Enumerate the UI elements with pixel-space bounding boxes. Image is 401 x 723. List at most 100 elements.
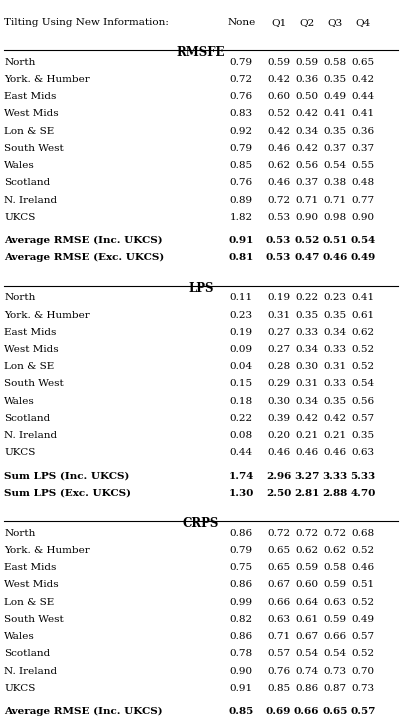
Text: Q1: Q1 bbox=[270, 19, 286, 27]
Text: 0.18: 0.18 bbox=[229, 397, 252, 406]
Text: 0.66: 0.66 bbox=[322, 632, 346, 641]
Text: 0.90: 0.90 bbox=[294, 213, 318, 222]
Text: 0.30: 0.30 bbox=[294, 362, 318, 371]
Text: 0.89: 0.89 bbox=[229, 196, 252, 205]
Text: 0.62: 0.62 bbox=[350, 328, 374, 337]
Text: 5.33: 5.33 bbox=[350, 471, 375, 481]
Text: 0.22: 0.22 bbox=[229, 414, 252, 423]
Text: 0.56: 0.56 bbox=[294, 161, 318, 170]
Text: York. & Humber: York. & Humber bbox=[4, 75, 89, 84]
Text: 0.85: 0.85 bbox=[229, 161, 252, 170]
Text: 0.76: 0.76 bbox=[266, 667, 290, 675]
Text: 0.63: 0.63 bbox=[322, 598, 346, 607]
Text: 0.19: 0.19 bbox=[229, 328, 252, 337]
Text: 0.67: 0.67 bbox=[294, 632, 318, 641]
Text: 0.51: 0.51 bbox=[350, 581, 374, 589]
Text: 0.22: 0.22 bbox=[294, 294, 318, 302]
Text: 0.57: 0.57 bbox=[350, 632, 374, 641]
Text: 0.59: 0.59 bbox=[322, 581, 346, 589]
Text: 0.50: 0.50 bbox=[294, 93, 318, 101]
Text: 0.74: 0.74 bbox=[294, 667, 318, 675]
Text: 0.63: 0.63 bbox=[350, 448, 374, 457]
Text: 0.33: 0.33 bbox=[322, 345, 346, 354]
Text: 0.86: 0.86 bbox=[229, 632, 252, 641]
Text: 0.44: 0.44 bbox=[229, 448, 252, 457]
Text: 0.71: 0.71 bbox=[266, 632, 290, 641]
Text: 2.50: 2.50 bbox=[265, 489, 291, 497]
Text: 3.27: 3.27 bbox=[293, 471, 319, 481]
Text: 0.57: 0.57 bbox=[349, 707, 375, 716]
Text: 2.96: 2.96 bbox=[265, 471, 291, 481]
Text: 0.62: 0.62 bbox=[322, 546, 346, 555]
Text: 0.34: 0.34 bbox=[322, 328, 346, 337]
Text: 0.52: 0.52 bbox=[350, 598, 374, 607]
Text: 0.54: 0.54 bbox=[350, 236, 375, 245]
Text: 0.35: 0.35 bbox=[322, 75, 346, 84]
Text: 0.37: 0.37 bbox=[350, 144, 374, 153]
Text: 0.90: 0.90 bbox=[350, 213, 374, 222]
Text: 0.60: 0.60 bbox=[294, 581, 318, 589]
Text: 0.34: 0.34 bbox=[294, 345, 318, 354]
Text: 0.33: 0.33 bbox=[322, 380, 346, 388]
Text: 0.57: 0.57 bbox=[350, 414, 374, 423]
Text: 0.86: 0.86 bbox=[229, 581, 252, 589]
Text: 0.51: 0.51 bbox=[321, 236, 347, 245]
Text: 0.19: 0.19 bbox=[266, 294, 290, 302]
Text: 0.90: 0.90 bbox=[229, 667, 252, 675]
Text: 0.42: 0.42 bbox=[294, 414, 318, 423]
Text: 0.36: 0.36 bbox=[350, 127, 374, 136]
Text: Average RMSE (Inc. UKCS): Average RMSE (Inc. UKCS) bbox=[4, 707, 162, 716]
Text: RMSFE: RMSFE bbox=[176, 46, 225, 59]
Text: 0.79: 0.79 bbox=[229, 144, 252, 153]
Text: 0.61: 0.61 bbox=[350, 310, 374, 320]
Text: Sum LPS (Exc. UKCS): Sum LPS (Exc. UKCS) bbox=[4, 489, 131, 497]
Text: 0.31: 0.31 bbox=[266, 310, 290, 320]
Text: Tilting Using New Information:: Tilting Using New Information: bbox=[4, 19, 168, 27]
Text: 0.36: 0.36 bbox=[294, 75, 318, 84]
Text: 0.65: 0.65 bbox=[266, 546, 290, 555]
Text: 0.54: 0.54 bbox=[322, 161, 346, 170]
Text: Q3: Q3 bbox=[326, 19, 342, 27]
Text: 0.53: 0.53 bbox=[265, 236, 290, 245]
Text: Wales: Wales bbox=[4, 632, 34, 641]
Text: 0.37: 0.37 bbox=[294, 179, 318, 187]
Text: LPS: LPS bbox=[188, 281, 213, 294]
Text: 0.65: 0.65 bbox=[266, 563, 290, 572]
Text: 0.59: 0.59 bbox=[322, 615, 346, 624]
Text: 0.41: 0.41 bbox=[322, 109, 346, 119]
Text: 0.35: 0.35 bbox=[322, 127, 346, 136]
Text: 0.42: 0.42 bbox=[350, 75, 374, 84]
Text: UKCS: UKCS bbox=[4, 684, 35, 693]
Text: Scotland: Scotland bbox=[4, 179, 50, 187]
Text: 0.65: 0.65 bbox=[321, 707, 347, 716]
Text: 0.46: 0.46 bbox=[266, 448, 290, 457]
Text: 0.76: 0.76 bbox=[229, 93, 252, 101]
Text: North: North bbox=[4, 529, 35, 538]
Text: 0.49: 0.49 bbox=[350, 615, 374, 624]
Text: 0.75: 0.75 bbox=[229, 563, 252, 572]
Text: 0.99: 0.99 bbox=[229, 598, 252, 607]
Text: 1.30: 1.30 bbox=[228, 489, 253, 497]
Text: Scotland: Scotland bbox=[4, 649, 50, 659]
Text: Q2: Q2 bbox=[298, 19, 314, 27]
Text: York. & Humber: York. & Humber bbox=[4, 546, 89, 555]
Text: 0.42: 0.42 bbox=[294, 109, 318, 119]
Text: Wales: Wales bbox=[4, 161, 34, 170]
Text: 3.33: 3.33 bbox=[322, 471, 346, 481]
Text: West Mids: West Mids bbox=[4, 345, 59, 354]
Text: 0.66: 0.66 bbox=[293, 707, 319, 716]
Text: 0.09: 0.09 bbox=[229, 345, 252, 354]
Text: 0.52: 0.52 bbox=[350, 649, 374, 659]
Text: 0.63: 0.63 bbox=[266, 615, 290, 624]
Text: 0.44: 0.44 bbox=[350, 93, 374, 101]
Text: 0.78: 0.78 bbox=[229, 649, 252, 659]
Text: Lon & SE: Lon & SE bbox=[4, 598, 54, 607]
Text: 0.52: 0.52 bbox=[350, 546, 374, 555]
Text: 0.92: 0.92 bbox=[229, 127, 252, 136]
Text: 0.30: 0.30 bbox=[266, 397, 290, 406]
Text: North: North bbox=[4, 58, 35, 67]
Text: 0.54: 0.54 bbox=[294, 649, 318, 659]
Text: York. & Humber: York. & Humber bbox=[4, 310, 89, 320]
Text: 0.21: 0.21 bbox=[294, 431, 318, 440]
Text: 0.34: 0.34 bbox=[294, 397, 318, 406]
